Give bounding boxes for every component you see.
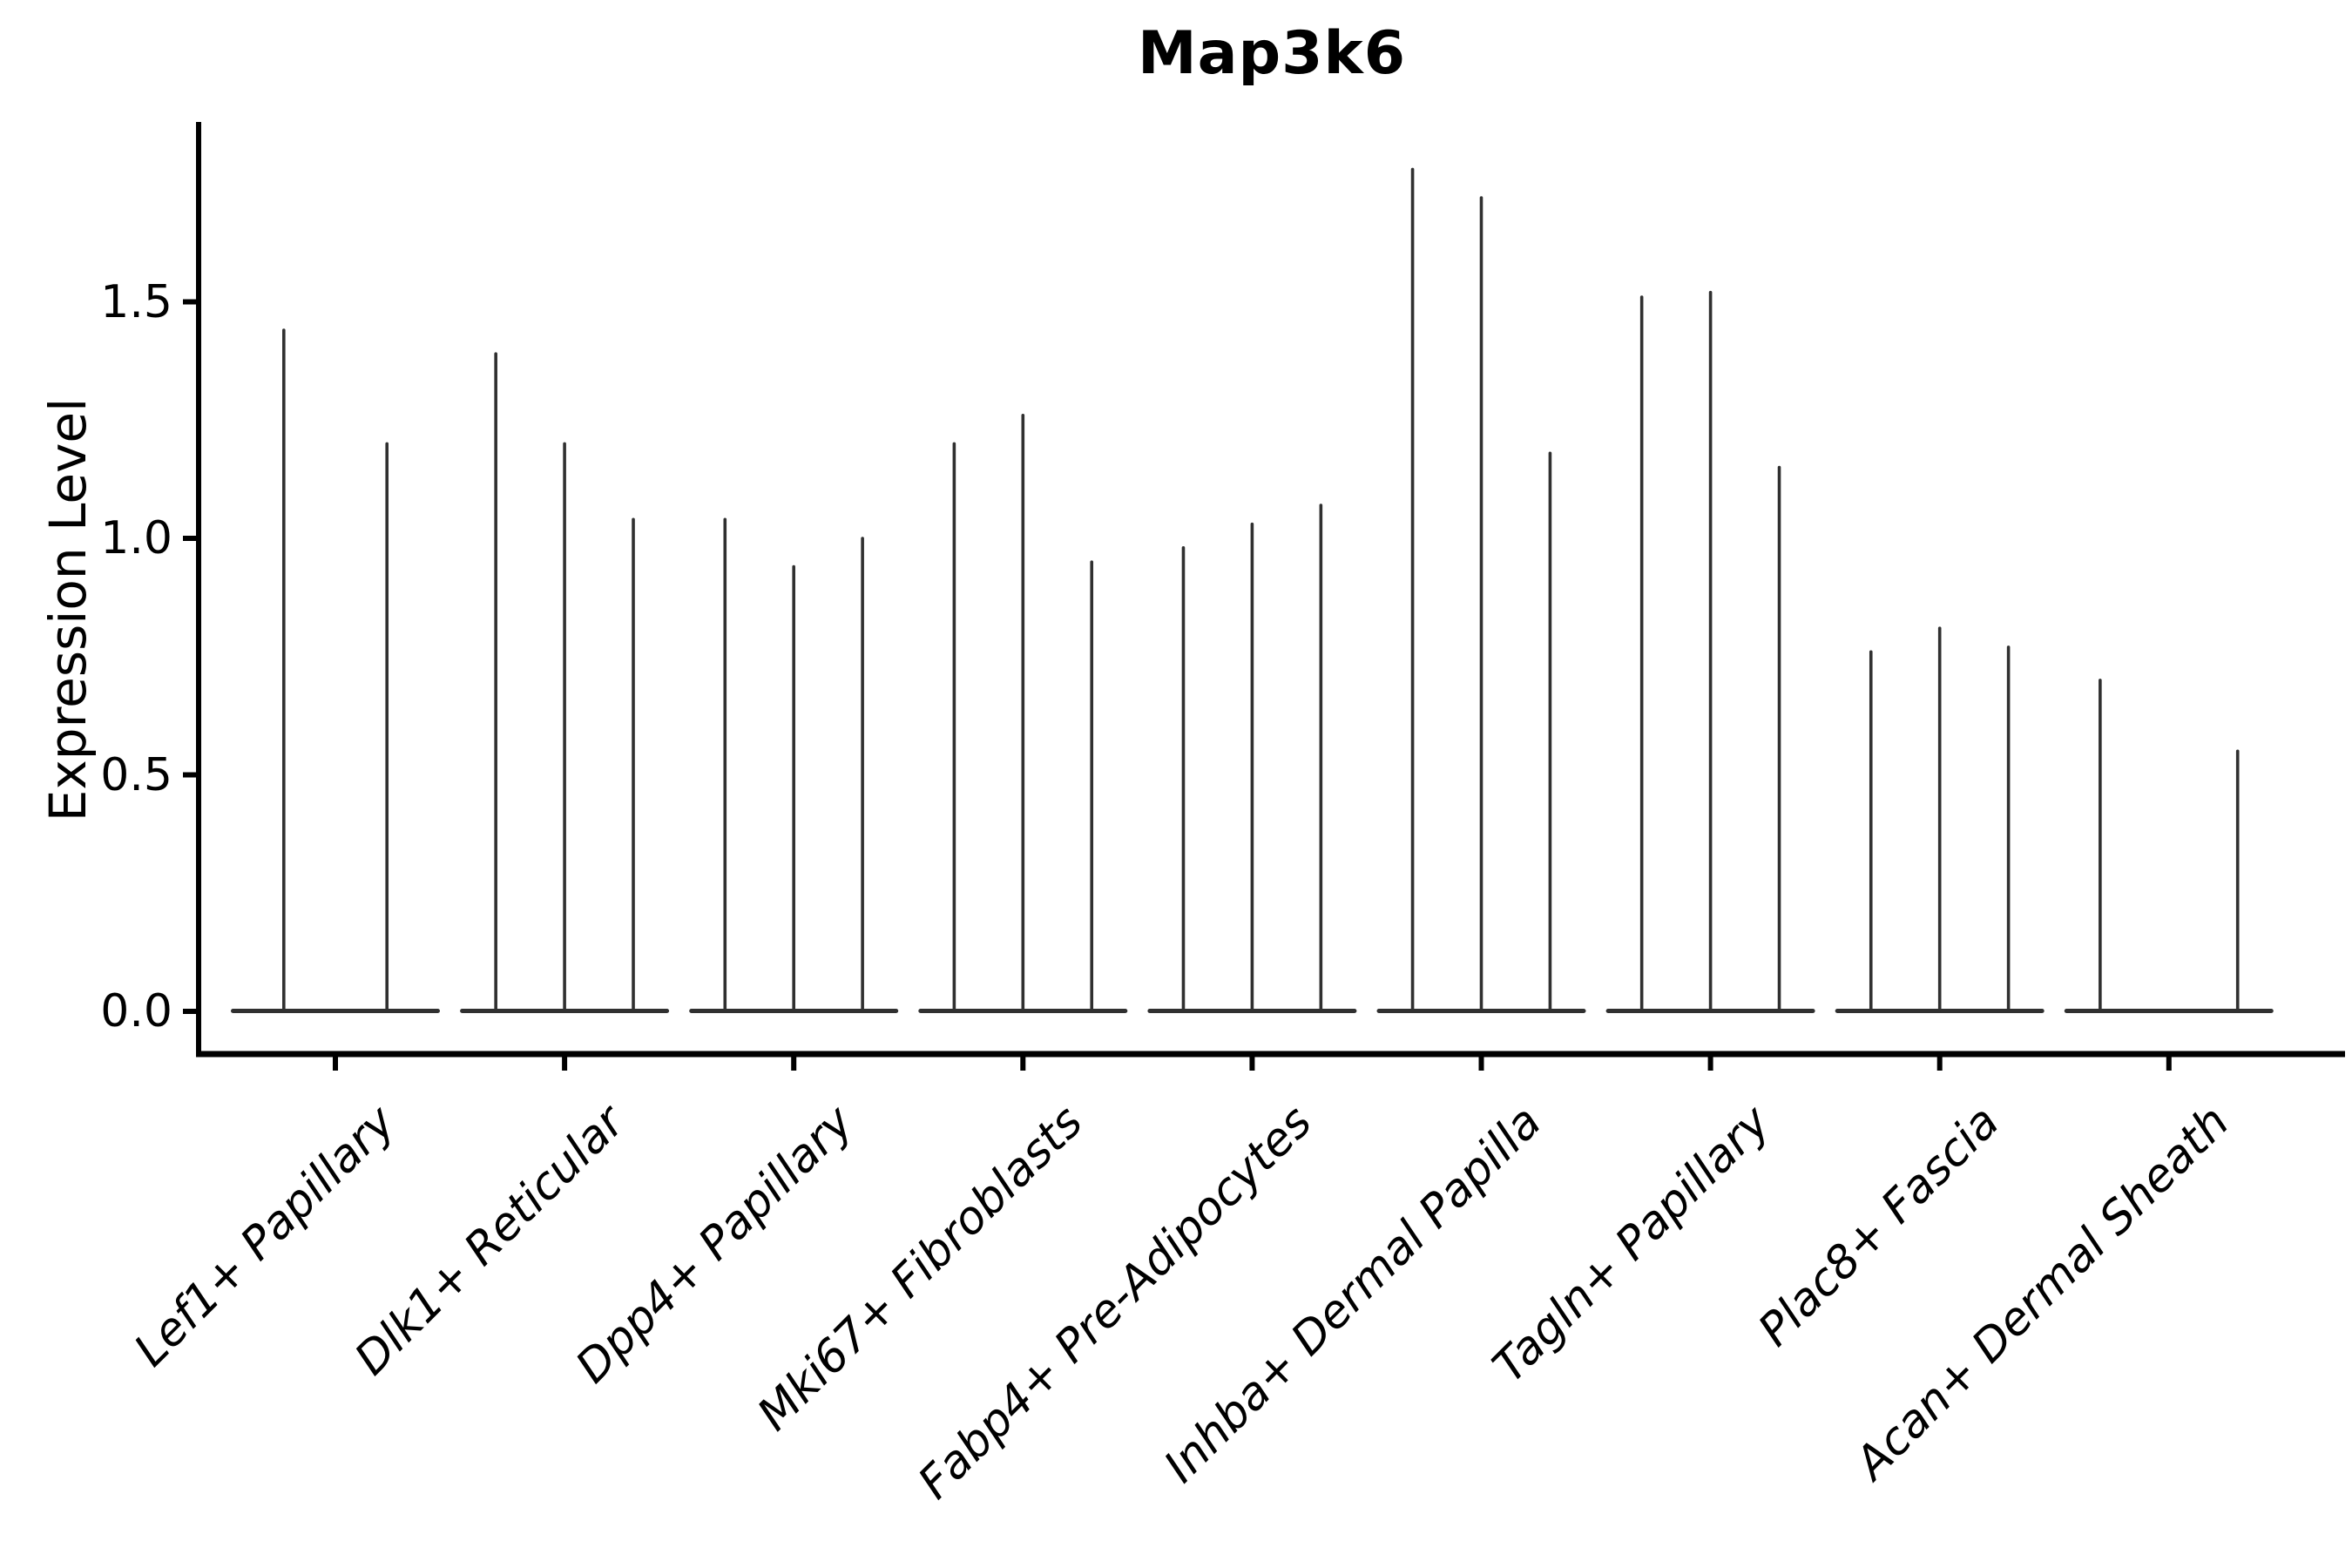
chart-title: Map3k6 [1137, 19, 1407, 88]
y-axis-label: Expression Level [38, 397, 98, 822]
violin-base [2064, 1009, 2274, 1013]
y-tick-label: 1.5 [100, 275, 172, 328]
y-tick-label: 0.0 [100, 985, 172, 1037]
y-tick-label: 1.0 [100, 512, 172, 564]
violin-base [231, 1009, 440, 1013]
y-tick-label: 0.5 [100, 748, 172, 801]
